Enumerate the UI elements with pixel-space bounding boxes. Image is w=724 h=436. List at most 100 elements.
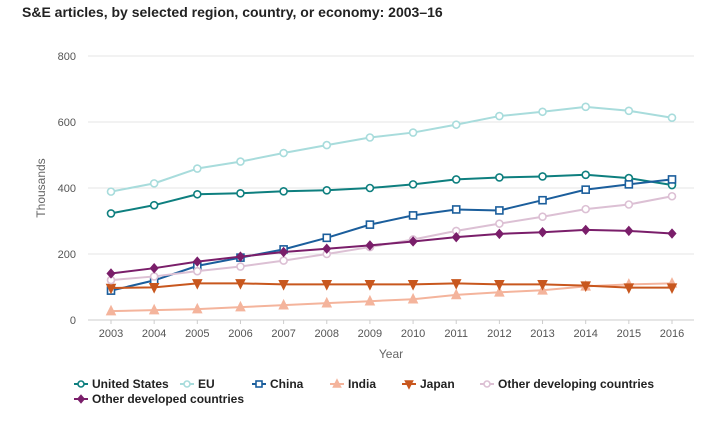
data-point <box>105 304 117 316</box>
legend-item[interactable]: Japan <box>402 377 455 391</box>
data-point <box>450 288 462 300</box>
legend-item[interactable]: Other developing countries <box>480 377 654 391</box>
data-point <box>279 256 288 265</box>
data-point <box>322 140 332 150</box>
data-point <box>364 294 376 306</box>
data-point <box>149 262 159 274</box>
data-point <box>451 175 461 184</box>
data-point <box>495 206 504 215</box>
x-tick-label: 2006 <box>228 328 252 340</box>
data-point <box>235 279 246 290</box>
data-point <box>279 246 289 258</box>
data-point <box>322 233 332 243</box>
data-point <box>667 228 677 239</box>
x-tick-label: 2012 <box>487 328 511 340</box>
x-tick-label: 2007 <box>271 328 295 340</box>
legend-marker <box>76 394 86 404</box>
data-point <box>667 113 677 123</box>
series-united-states <box>106 170 677 218</box>
chart-title: S&E articles, by selected region, countr… <box>22 4 443 20</box>
series-lines <box>105 102 678 316</box>
x-tick-label: 2014 <box>573 328 597 340</box>
x-axis-label: Year <box>379 347 403 361</box>
legend-item[interactable]: China <box>252 377 304 391</box>
data-point <box>407 292 419 304</box>
data-point <box>494 228 504 240</box>
legend-item[interactable]: EU <box>180 377 215 391</box>
data-point <box>321 280 333 291</box>
data-point <box>451 120 461 129</box>
data-point <box>235 251 246 262</box>
legend: United States EU China India Japan Other deve… <box>74 377 654 406</box>
series-line <box>110 178 673 292</box>
data-point <box>364 280 376 291</box>
data-point <box>580 281 591 292</box>
data-point <box>407 280 419 291</box>
legend-marker <box>483 380 491 388</box>
data-point <box>494 285 505 297</box>
legend-marker <box>404 380 414 390</box>
data-point <box>408 211 418 220</box>
data-point <box>279 187 288 196</box>
data-point <box>106 268 116 279</box>
x-tick-label: 2008 <box>315 328 339 340</box>
x-tick-label: 2009 <box>358 328 382 340</box>
data-point <box>581 102 590 112</box>
data-point <box>365 220 375 229</box>
data-point <box>235 300 246 312</box>
legend-marker <box>77 380 85 388</box>
legend-item[interactable]: India <box>330 377 376 391</box>
legend-label: United States <box>92 377 169 391</box>
data-point <box>667 175 677 184</box>
data-point <box>495 219 504 228</box>
x-tick-label: 2016 <box>660 328 684 340</box>
data-point <box>365 240 375 251</box>
data-point <box>106 209 116 218</box>
series-line <box>110 282 672 289</box>
series-other-developing-countries <box>106 191 677 285</box>
data-point <box>538 172 547 181</box>
data-point <box>451 205 461 214</box>
series-line <box>110 105 673 193</box>
data-point <box>538 107 547 117</box>
legend-item[interactable]: Other developed countries <box>74 392 244 406</box>
y-tick-label: 0 <box>70 315 76 327</box>
x-tick-label: 2011 <box>444 328 468 340</box>
legend-label: China <box>270 377 304 391</box>
data-point <box>624 106 634 116</box>
data-point <box>322 186 332 195</box>
x-tick-label: 2010 <box>401 328 425 340</box>
data-point <box>192 256 202 267</box>
data-point <box>236 157 245 166</box>
legend-label: Japan <box>420 377 455 391</box>
data-point <box>193 189 202 199</box>
axes: 0 200 400 600 800 2003 2004 2005 2006 2007 2008 200… <box>34 51 684 361</box>
x-tick-label: 2015 <box>617 328 641 340</box>
x-tick-label: 2003 <box>99 328 123 340</box>
data-point <box>236 188 245 198</box>
y-tick-label: 600 <box>58 117 76 129</box>
y-tick-label: 200 <box>58 249 76 261</box>
series-line <box>110 282 673 313</box>
data-point <box>581 224 591 236</box>
data-point <box>278 298 289 310</box>
data-point <box>408 128 418 137</box>
x-tick-label: 2004 <box>142 328 166 340</box>
data-point <box>581 170 590 180</box>
data-point <box>495 173 504 182</box>
data-point <box>537 227 548 238</box>
data-point <box>538 212 547 222</box>
data-point <box>149 179 159 188</box>
legend-marker <box>332 378 342 388</box>
series-eu <box>106 102 677 196</box>
data-point <box>192 279 203 290</box>
legend-label: EU <box>198 377 215 391</box>
data-point <box>149 200 159 210</box>
series-japan <box>105 279 678 295</box>
x-tick-label: 2013 <box>530 328 554 340</box>
data-point <box>624 200 634 209</box>
data-point <box>321 296 333 308</box>
legend-item[interactable]: United States <box>74 377 169 391</box>
